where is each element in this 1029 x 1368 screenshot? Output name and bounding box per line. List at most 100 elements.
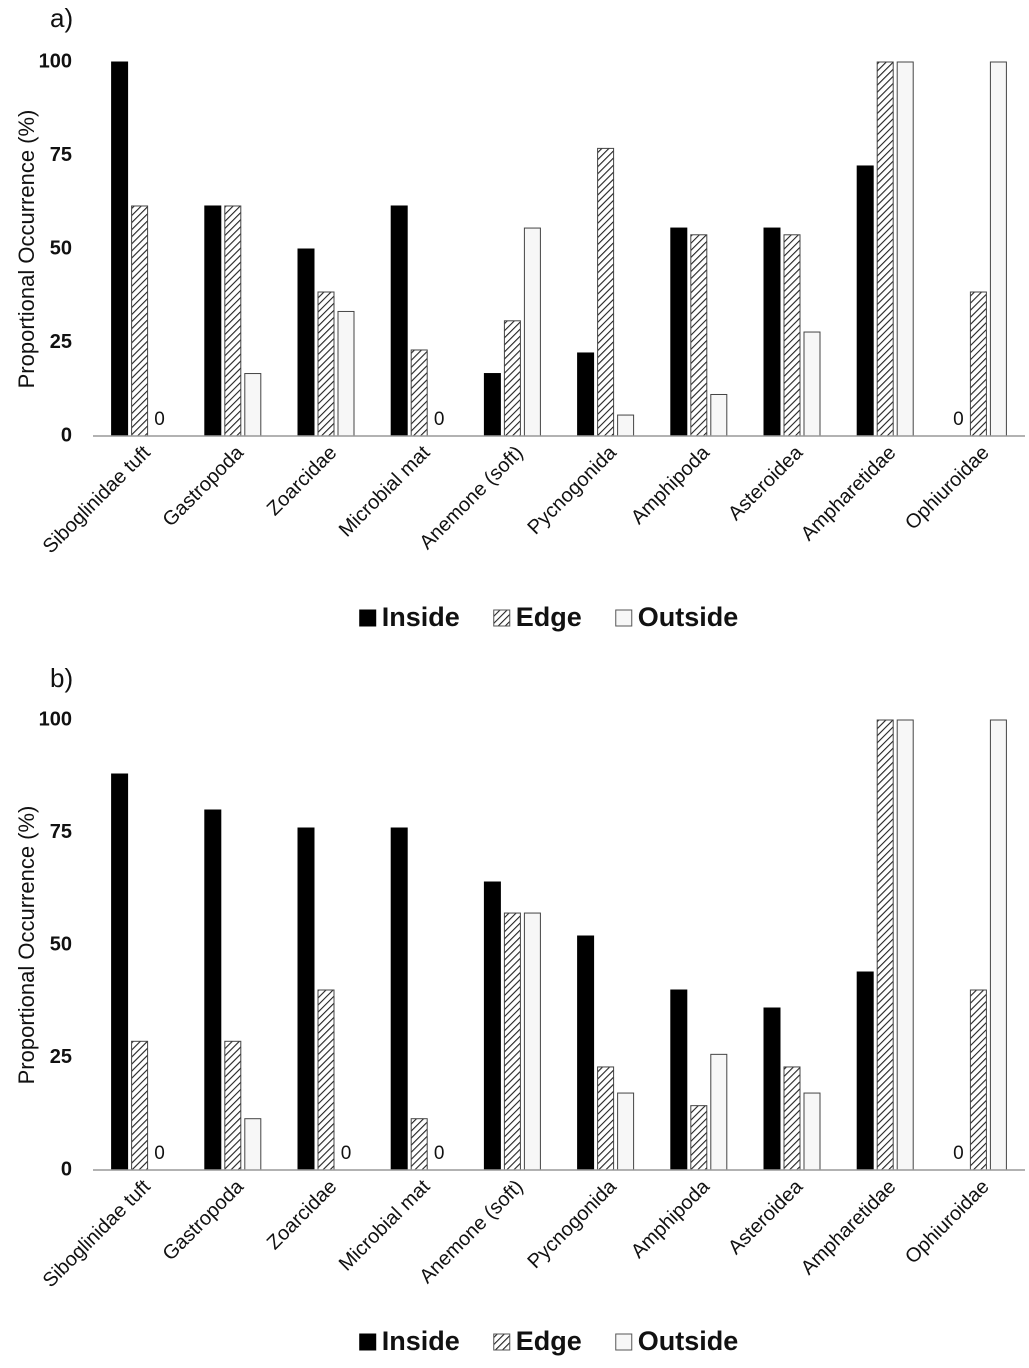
bar [577,352,595,437]
legend-swatch [615,1333,633,1351]
y-tick-label: 100 [39,708,72,730]
y-tick-label: 25 [50,1046,72,1068]
bar [317,291,335,437]
bar [297,248,315,437]
bar [876,719,894,1171]
bar [390,827,408,1171]
x-tick-label: Pycnogonida [524,1175,622,1273]
bar [224,205,242,437]
bar [710,393,728,437]
x-tick-label: Microbial mat [335,1175,435,1275]
bar [483,881,501,1171]
x-tick-label: Zoarcidae [263,1176,341,1254]
x-tick-label: Ampharetidae [797,442,901,546]
legend-label: Edge [516,1326,582,1356]
data-label: 0 [953,1143,964,1164]
x-tick-label: Ophiuroidae [901,442,994,535]
bar [410,1118,428,1171]
legend-swatch [359,609,377,627]
bar [297,827,315,1171]
legend-label: Inside [382,602,460,632]
legend-label: Inside [382,1326,460,1356]
bar [523,227,541,437]
y-tick-label: 50 [50,237,72,259]
bar [131,1040,149,1171]
x-tick-label: Amphipoda [627,1175,715,1263]
bar [111,773,129,1171]
x-tick-label: Ophiuroidae [901,1176,994,1269]
legend-swatch [359,1333,377,1351]
bar [896,719,914,1171]
y-tick-label: 100 [39,50,72,72]
legend-swatch [493,1333,511,1351]
bar [969,291,987,437]
bar [690,234,708,437]
bar [690,1105,708,1171]
bar [597,147,615,437]
legend: Inside Edge Outside [359,602,739,632]
x-tick-label: Zoarcidae [263,442,341,520]
y-tick-label: 25 [50,331,72,353]
bar [111,61,129,437]
bar [224,1040,242,1171]
bar [204,809,222,1171]
y-axis-title: Proportional Occurrence (%) [14,806,39,1085]
bar [763,1007,781,1171]
bar [597,1066,615,1171]
bar [670,227,688,437]
x-tick-label: Gastropoda [159,441,249,531]
bar [710,1053,728,1171]
x-tick-label: Asteroidea [724,1175,808,1259]
x-tick-label: Siboglinidae tuft [39,1175,156,1292]
bar [803,331,821,437]
bar [317,989,335,1171]
bar [617,414,635,437]
panel-label: b) [50,663,73,693]
bar [856,165,874,437]
bar [337,310,355,437]
x-tick-label: Amphipoda [627,441,715,529]
data-label: 0 [434,1143,445,1164]
bar [969,989,987,1171]
bar [204,205,222,437]
bar [390,205,408,437]
legend-label: Outside [638,1326,739,1356]
x-tick-label: Gastropoda [159,1175,249,1265]
y-tick-label: 0 [61,424,72,446]
panel-label: a) [50,3,73,33]
legend: Inside Edge Outside [359,1326,739,1356]
bar [783,1066,801,1171]
bar [410,349,428,437]
bar [244,373,262,437]
legend-label: Outside [638,602,739,632]
y-tick-label: 75 [50,821,72,843]
bar [989,61,1007,437]
bar [856,971,874,1171]
bar [131,205,149,437]
bar [989,719,1007,1171]
bar [763,227,781,437]
bar [876,61,894,437]
bar [896,61,914,437]
legend-swatch [615,609,633,627]
x-tick-label: Pycnogonida [524,441,622,539]
legend-swatch [493,609,511,627]
y-tick-label: 50 [50,933,72,955]
data-label: 0 [154,1143,165,1164]
bar [483,373,501,437]
x-tick-label: Ampharetidae [797,1176,901,1280]
bar [503,320,521,437]
data-label: 0 [341,1143,352,1164]
x-tick-label: Microbial mat [335,441,435,541]
data-label: 0 [434,409,445,430]
bar [783,234,801,437]
y-tick-label: 0 [61,1158,72,1180]
legend-label: Edge [516,602,582,632]
bar [503,912,521,1171]
bar [670,989,688,1171]
data-label: 0 [154,409,165,430]
x-tick-label: Siboglinidae tuft [39,441,156,558]
bar [577,935,595,1171]
bar [523,912,541,1171]
